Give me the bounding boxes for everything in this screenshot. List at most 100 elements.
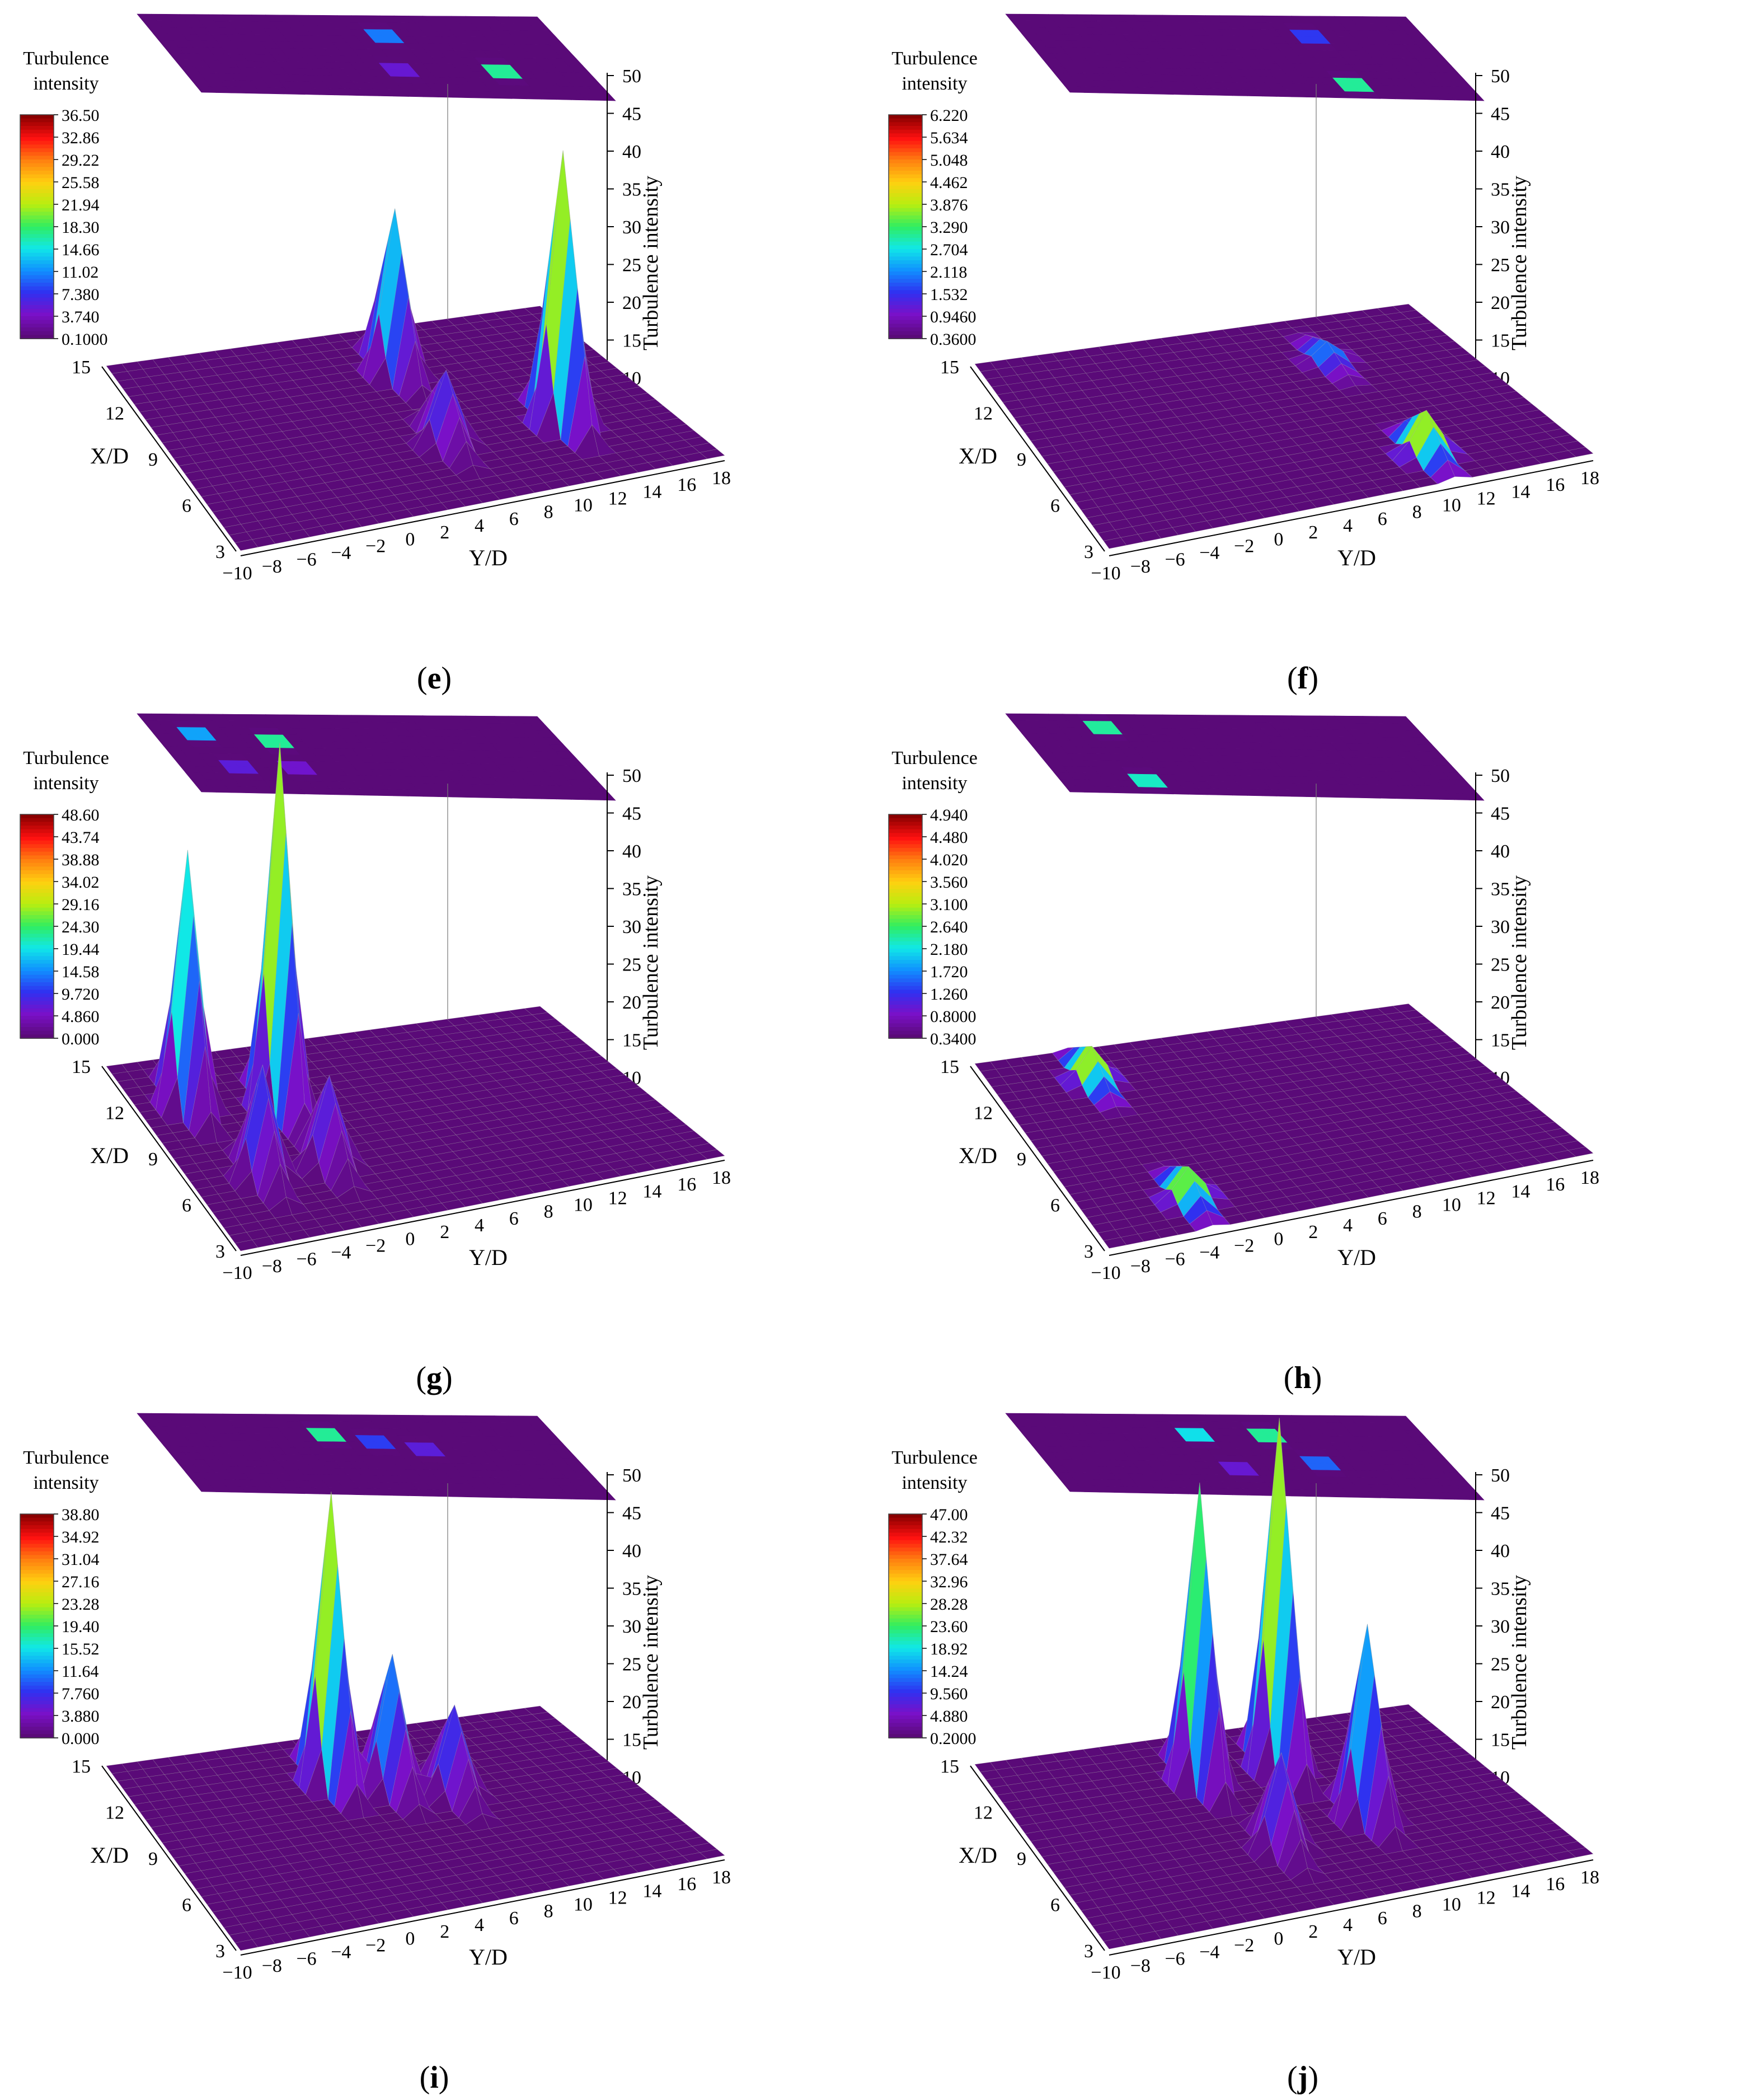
legend-color-strip bbox=[889, 260, 922, 265]
legend-value: 0.3600 bbox=[930, 330, 977, 349]
legend-color-strip bbox=[889, 911, 922, 916]
legend-color-strip bbox=[889, 829, 922, 834]
legend-color-strip bbox=[20, 949, 54, 953]
z-tick-label: 50 bbox=[622, 66, 641, 87]
legend-color-strip bbox=[20, 990, 54, 994]
top-map-cell bbox=[1391, 716, 1413, 724]
color-legend: Turbulenceintensity6.2205.6345.0484.4623… bbox=[888, 48, 978, 349]
legend-color-strip bbox=[20, 327, 54, 332]
legend-color-strip bbox=[20, 223, 54, 227]
legend-color-strip bbox=[20, 1034, 54, 1039]
legend-value: 29.22 bbox=[62, 151, 100, 170]
y-axis-title: Y/D bbox=[1337, 545, 1376, 570]
y-tick-label: 14 bbox=[642, 1181, 661, 1202]
z-tick-label: 25 bbox=[1491, 955, 1510, 976]
legend-color-strip bbox=[20, 297, 54, 302]
legend-value: 9.720 bbox=[62, 985, 100, 1004]
legend-color-strip bbox=[20, 324, 54, 328]
z-tick-label: 20 bbox=[622, 992, 641, 1013]
legend-color-strip bbox=[889, 118, 922, 123]
surface-mesh bbox=[974, 303, 1594, 549]
caption-letter: h bbox=[1294, 1361, 1312, 1395]
legend-color-strip bbox=[20, 196, 54, 201]
y-tick-label: 2 bbox=[440, 1222, 449, 1243]
legend-color-strip bbox=[889, 896, 922, 901]
legend-color-strip bbox=[20, 137, 54, 142]
legend-color-strip bbox=[889, 893, 922, 897]
x-axis-line bbox=[101, 366, 237, 552]
y-axis-title: Y/D bbox=[1337, 1245, 1376, 1270]
caption-open-paren: ( bbox=[416, 1361, 426, 1395]
caption-open-paren: ( bbox=[1287, 661, 1298, 696]
top-projection-map bbox=[1005, 13, 1485, 101]
legend-color-strip bbox=[20, 256, 54, 261]
legend-color-strip bbox=[889, 974, 922, 979]
surface-mesh bbox=[106, 743, 725, 1251]
legend-color-strip bbox=[889, 193, 922, 198]
legend-color-strip bbox=[20, 945, 54, 949]
legend-color-strip bbox=[889, 1030, 922, 1035]
legend-color-strip bbox=[20, 163, 54, 168]
legend-color-strip bbox=[889, 204, 922, 209]
top-map-cell bbox=[522, 716, 544, 724]
z-tick-label: 15 bbox=[622, 1030, 641, 1051]
legend-color-strip bbox=[889, 215, 922, 220]
y-tick-label: 12 bbox=[1477, 1188, 1496, 1208]
legend-value: 0.000 bbox=[62, 1030, 100, 1048]
legend-color-strip bbox=[20, 974, 54, 979]
legend-value: 4.462 bbox=[930, 174, 968, 192]
legend-color-strip bbox=[889, 859, 922, 864]
legend-value: 7.380 bbox=[62, 285, 100, 304]
legend-color-strip bbox=[20, 952, 54, 957]
legend-color-strip bbox=[20, 818, 54, 823]
legend-color-strip bbox=[889, 219, 922, 224]
legend-color-strip bbox=[20, 822, 54, 826]
legend-color-strip bbox=[20, 215, 54, 220]
legend-color-strip bbox=[889, 949, 922, 953]
surface-chart-i: 05101520253035404550Turbulence intensity… bbox=[20, 1413, 731, 1983]
legend-color-strip bbox=[20, 140, 54, 146]
y-tick-label: 0 bbox=[1274, 1229, 1283, 1249]
legend-color-strip bbox=[20, 844, 54, 849]
x-tick-label: 6 bbox=[1050, 1196, 1060, 1216]
legend-color-strip bbox=[889, 331, 922, 336]
panel-caption: (h) bbox=[868, 1360, 1737, 1396]
legend-color-strip bbox=[889, 882, 922, 886]
legend-color-strip bbox=[20, 862, 54, 868]
legend-color-strip bbox=[20, 1008, 54, 1013]
legend-color-strip bbox=[20, 1005, 54, 1009]
legend-value: 3.876 bbox=[930, 196, 968, 214]
legend-color-strip bbox=[889, 133, 922, 138]
z-axis-title: Turbulence intensity bbox=[1508, 875, 1531, 1050]
z-tick-label: 30 bbox=[622, 917, 641, 937]
panel-caption: (g) bbox=[0, 1360, 868, 1396]
y-tick-label: 4 bbox=[1343, 1215, 1353, 1236]
y-tick-label: −4 bbox=[1199, 543, 1219, 564]
legend-color-strip bbox=[20, 174, 54, 179]
legend-title-line2: intensity bbox=[33, 73, 98, 94]
y-tick-label: 14 bbox=[642, 481, 661, 502]
y-tick-label: −4 bbox=[331, 543, 351, 564]
surface-chart-f: 05101520253035404550Turbulence intensity… bbox=[888, 13, 1599, 584]
y-axis-title: Y/D bbox=[469, 545, 508, 570]
legend-color-strip bbox=[20, 1019, 54, 1024]
surface-chart-h: 05101520253035404550Turbulence intensity… bbox=[888, 713, 1599, 1283]
y-tick-label: −4 bbox=[331, 1243, 351, 1263]
z-tick-label: 30 bbox=[1491, 917, 1510, 937]
legend-color-strip bbox=[889, 978, 922, 983]
legend-color-strip bbox=[889, 874, 922, 879]
y-tick-label: −10 bbox=[222, 563, 252, 584]
y-tick-label: 18 bbox=[1580, 1168, 1599, 1188]
legend-value: 4.020 bbox=[930, 851, 968, 869]
y-tick-label: 2 bbox=[1308, 1222, 1318, 1243]
legend-color-strip bbox=[20, 283, 54, 287]
legend-title-line2: intensity bbox=[902, 773, 967, 794]
z-tick-label: 35 bbox=[622, 1579, 641, 1600]
legend-color-strip bbox=[889, 252, 922, 257]
legend-color-strip bbox=[20, 312, 54, 317]
legend-color-strip bbox=[20, 171, 54, 175]
legend-color-strip bbox=[20, 160, 54, 164]
legend-color-strip bbox=[20, 993, 54, 998]
legend-color-strip bbox=[889, 324, 922, 328]
